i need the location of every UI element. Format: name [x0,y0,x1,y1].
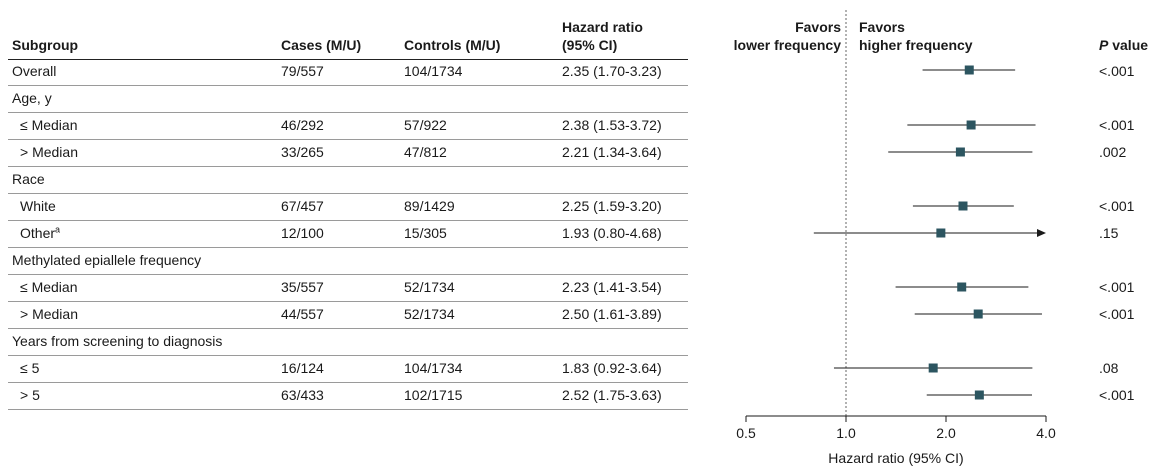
row-divider [8,301,688,302]
row-p: <.001 [1099,387,1135,403]
row-p: <.001 [1099,63,1135,79]
row-hr: 1.93 (0.80-4.68) [562,225,662,241]
row-p: <.001 [1099,306,1135,322]
row-controls: 52/1734 [404,306,455,322]
row-cases: 12/100 [281,225,324,241]
row-p: .002 [1099,144,1127,160]
header-favors-higher-1: Favors [859,19,905,35]
row-cases: 79/557 [281,63,324,79]
row-label: > Median [20,306,78,322]
x-axis-ticks: 0.5 1.0 2.0 4.0 [736,416,1056,441]
header-hr-line2: (95% CI) [562,37,618,53]
row-divider [8,166,688,167]
header-rule [8,59,688,60]
row-divider [8,112,688,113]
point-estimate [928,363,938,373]
header-hr-line1: Hazard ratio [562,19,643,35]
row-p: .15 [1099,225,1119,241]
row-label: > 5 [20,387,40,403]
row-hr: 2.50 (1.61-3.89) [562,306,662,322]
row-label: ≤ 5 [20,360,40,376]
row-label: Overall [12,63,57,79]
row-divider [8,382,688,383]
row-controls: 104/1734 [404,360,463,376]
point-estimate [955,147,965,157]
row-hr: 1.83 (0.92-3.64) [562,360,662,376]
row-p: <.001 [1099,198,1135,214]
forest-marks [813,65,1046,400]
row-divider [8,139,688,140]
row-hr: 2.35 (1.70-3.23) [562,63,662,79]
x-tick-label: 0.5 [736,425,756,441]
header-controls: Controls (M/U) [404,37,501,53]
row-cases: 16/124 [281,360,324,376]
row-divider [8,193,688,194]
row-label: > Median [20,144,78,160]
row-label: ≤ Median [20,279,78,295]
point-estimate [964,65,974,75]
row-cases: 35/557 [281,279,324,295]
group-label: Race [12,171,45,187]
header-subgroup: Subgroup [12,37,79,53]
row-controls: 15/305 [404,225,447,241]
header-cases: Cases (M/U) [281,37,362,53]
row-hr: 2.21 (1.34-3.64) [562,144,662,160]
row-hr: 2.38 (1.53-3.72) [562,117,662,133]
point-estimate [973,309,983,319]
row-p: <.001 [1099,117,1135,133]
header-favors-lower-2: lower frequency [733,37,841,53]
header-favors-higher-2: higher frequency [859,37,973,53]
x-tick-label: 1.0 [836,425,856,441]
row-divider [8,85,688,86]
row-cases: 63/433 [281,387,324,403]
header-favors-lower-1: Favors [795,19,841,35]
row-controls: 104/1734 [404,63,463,79]
x-tick-label: 4.0 [1036,425,1056,441]
group-label: Methylated epiallele frequency [12,252,202,268]
row-label: White [20,198,56,214]
row-hr: 2.25 (1.59-3.20) [562,198,662,214]
row-divider [8,328,688,329]
x-tick-label: 2.0 [936,425,956,441]
point-estimate [957,282,967,292]
x-axis-label: Hazard ratio (95% CI) [828,450,963,466]
row-controls: 47/812 [404,144,447,160]
row-divider [8,409,688,410]
point-estimate [974,390,984,400]
row-controls: 102/1715 [404,387,463,403]
row-divider [8,355,688,356]
row-p: <.001 [1099,279,1135,295]
row-divider [8,220,688,221]
header-p-value: P value [1099,37,1149,53]
point-estimate [958,201,968,211]
row-label: Othera [20,224,61,241]
row-label: ≤ Median [20,117,78,133]
row-p: .08 [1099,360,1119,376]
group-label: Age, y [12,90,52,106]
row-cases: 44/557 [281,306,324,322]
row-hr: 2.23 (1.41-3.54) [562,279,662,295]
row-cases: 67/457 [281,198,324,214]
row-divider [8,274,688,275]
row-cases: 46/292 [281,117,324,133]
point-estimate [966,120,976,130]
point-estimate [936,228,946,238]
group-label: Years from screening to diagnosis [12,333,223,349]
row-controls: 52/1734 [404,279,455,295]
row-hr: 2.52 (1.75-3.63) [562,387,662,403]
row-divider [8,247,688,248]
row-controls: 57/922 [404,117,447,133]
ci-arrow [1037,229,1046,237]
footnote-marker: a [55,224,61,235]
row-cases: 33/265 [281,144,324,160]
row-controls: 89/1429 [404,198,455,214]
